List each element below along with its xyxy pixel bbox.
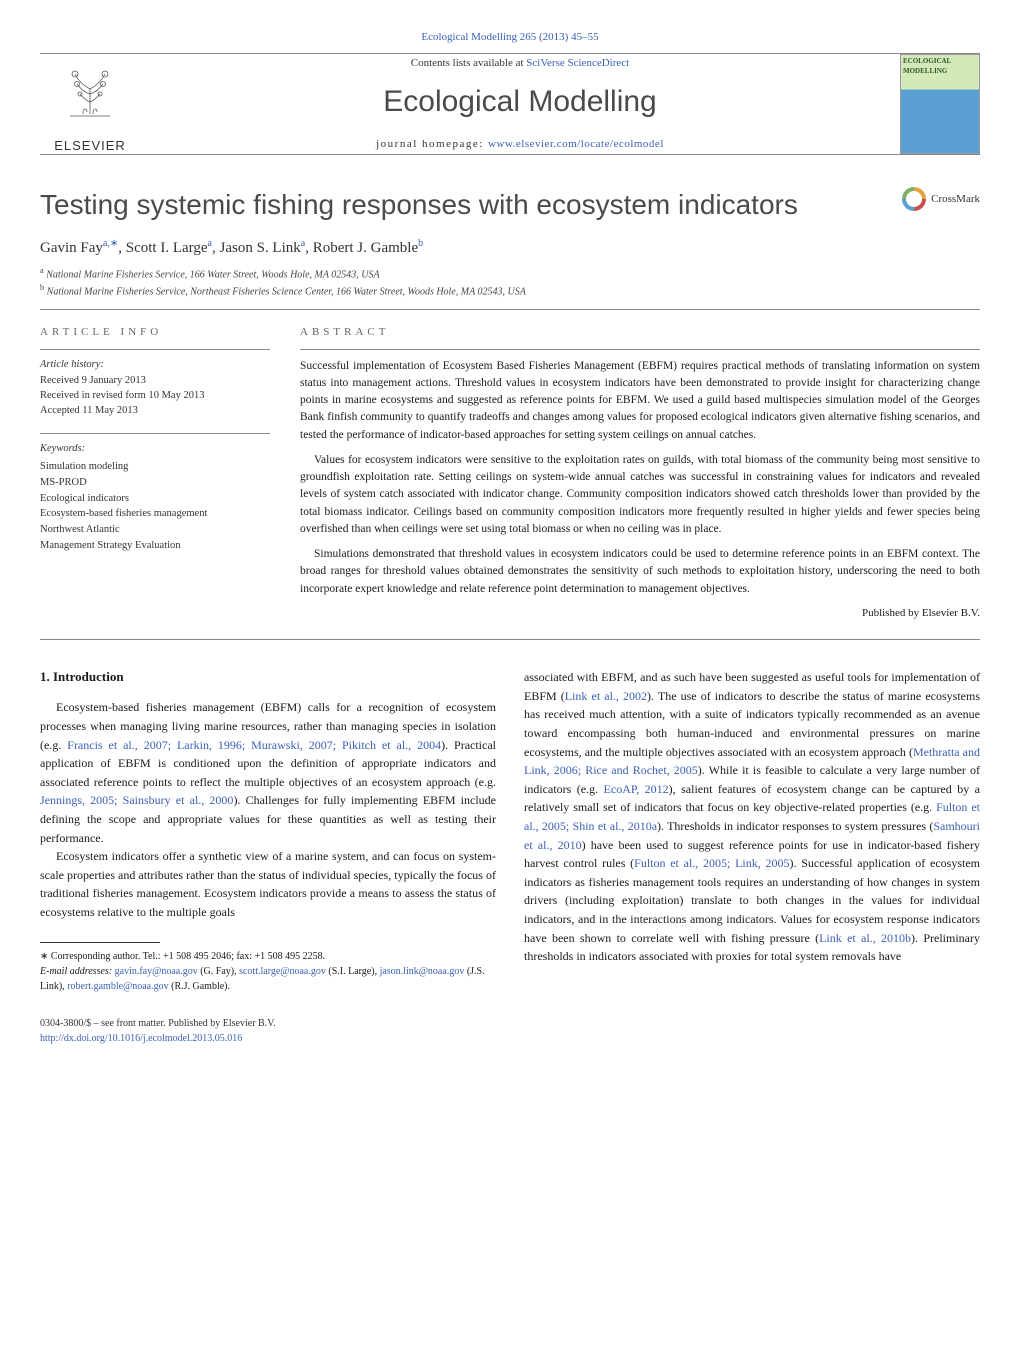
abstract-text: Successful implementation of Ecosystem B… (300, 358, 980, 598)
affiliation: a National Marine Fisheries Service, 166… (40, 265, 980, 282)
history-line: Received in revised form 10 May 2013 (40, 389, 270, 404)
footnote-divider (40, 942, 160, 943)
history-line: Received 9 January 2013 (40, 374, 270, 389)
history-title: Article history: (40, 358, 270, 373)
elsevier-label: ELSEVIER (54, 137, 126, 155)
header-box: ELSEVIER Contents lists available at Sci… (40, 53, 980, 155)
tree-icon (55, 54, 125, 137)
keyword: Ecosystem-based fisheries management (40, 506, 270, 522)
abstract-paragraph: Simulations demonstrated that threshold … (300, 546, 980, 598)
email-who: (R.J. Gamble) (171, 981, 227, 992)
body-paragraph: Ecosystem indicators offer a synthetic v… (40, 847, 496, 921)
email-who: (G. Fay) (200, 966, 234, 977)
history-line: Accepted 11 May 2013 (40, 404, 270, 419)
front-matter-line: 0304-3800/$ – see front matter. Publishe… (40, 1016, 980, 1031)
crossmark-icon (902, 187, 926, 211)
citation-link[interactable]: Link et al., 2002 (565, 689, 647, 703)
article-history: Article history: Received 9 January 2013… (40, 358, 270, 419)
keyword: Ecological indicators (40, 491, 270, 507)
article-info-label: ARTICLE INFO (40, 325, 270, 340)
body-paragraph: Ecosystem-based fisheries management (EB… (40, 698, 496, 847)
homepage-line: journal homepage: www.elsevier.com/locat… (140, 137, 900, 152)
abstract-label: ABSTRACT (300, 325, 980, 340)
journal-title: Ecological Modelling (140, 81, 900, 123)
email-link[interactable]: robert.gamble@noaa.gov (67, 981, 168, 992)
affil-text: National Marine Fisheries Service, 166 W… (46, 269, 379, 280)
email-link[interactable]: jason.link@noaa.gov (380, 966, 465, 977)
contents-prefix: Contents lists available at (411, 57, 526, 69)
email-link[interactable]: scott.large@noaa.gov (239, 966, 326, 977)
affil-sup: a (40, 266, 44, 275)
citation-link[interactable]: Link et al., 2010b (819, 931, 911, 945)
author-sup: a,∗ (103, 238, 118, 249)
journal-reference: Ecological Modelling 265 (2013) 45–55 (40, 30, 980, 45)
author-sup: a (208, 238, 212, 249)
author: Robert J. Gamble (313, 240, 418, 256)
abstract-paragraph: Successful implementation of Ecosystem B… (300, 358, 980, 444)
keywords-block: Keywords: Simulation modeling MS-PROD Ec… (40, 442, 270, 553)
author: Jason S. Link (220, 240, 301, 256)
sciencedirect-link[interactable]: SciVerse ScienceDirect (526, 57, 629, 69)
homepage-link[interactable]: www.elsevier.com/locate/ecolmodel (488, 138, 664, 150)
published-by: Published by Elsevier B.V. (300, 606, 980, 621)
intro-heading: 1. Introduction (40, 668, 496, 686)
journal-ref-link[interactable]: Ecological Modelling 265 (2013) 45–55 (421, 31, 598, 43)
text-run: ). Thresholds in indicator responses to … (657, 819, 933, 833)
footnotes: ∗ Corresponding author. Tel.: +1 508 495… (40, 949, 496, 994)
citation-link[interactable]: EcoAP, 2012 (604, 782, 669, 796)
article-title: Testing systemic fishing responses with … (40, 185, 980, 224)
keywords-title: Keywords: (40, 442, 270, 457)
keyword: Management Strategy Evaluation (40, 538, 270, 554)
crossmark-badge[interactable]: CrossMark (902, 187, 980, 211)
email-prefix: E-mail addresses: (40, 966, 115, 977)
crossmark-label: CrossMark (931, 192, 980, 207)
affiliations: a National Marine Fisheries Service, 166… (40, 265, 980, 300)
bottom-bar: 0304-3800/$ – see front matter. Publishe… (40, 1016, 980, 1046)
citation-link[interactable]: Jennings, 2005; Sainsbury et al., 2000 (40, 793, 233, 807)
cover-title: ECOLOGICAL MODELLING (903, 57, 977, 77)
author-sup: a (301, 238, 305, 249)
keyword: Northwest Atlantic (40, 522, 270, 538)
corresponding-author: ∗ Corresponding author. Tel.: +1 508 495… (40, 949, 496, 964)
keyword: MS-PROD (40, 475, 270, 491)
author: Gavin Fay (40, 240, 103, 256)
keyword: Simulation modeling (40, 459, 270, 475)
citation-link[interactable]: Francis et al., 2007; Larkin, 1996; Mura… (67, 738, 441, 752)
email-link[interactable]: gavin.fay@noaa.gov (115, 966, 198, 977)
author: Scott I. Large (126, 240, 208, 256)
affiliation: b National Marine Fisheries Service, Nor… (40, 282, 980, 299)
affil-text: National Marine Fisheries Service, North… (47, 286, 526, 297)
contents-line: Contents lists available at SciVerse Sci… (140, 56, 900, 71)
email-who: (S.I. Large) (328, 966, 374, 977)
keywords-list: Simulation modeling MS-PROD Ecological i… (40, 459, 270, 554)
body-paragraph: associated with EBFM, and as such have b… (524, 668, 980, 966)
citation-link[interactable]: Fulton et al., 2005; Link, 2005 (634, 856, 789, 870)
email-addresses: E-mail addresses: gavin.fay@noaa.gov (G.… (40, 964, 496, 994)
author-sup: b (418, 238, 423, 249)
elsevier-logo: ELSEVIER (40, 54, 140, 154)
abstract-paragraph: Values for ecosystem indicators were sen… (300, 452, 980, 538)
affil-sup: b (40, 283, 44, 292)
authors-line: Gavin Faya,∗, Scott I. Largea, Jason S. … (40, 237, 980, 259)
doi-link[interactable]: http://dx.doi.org/10.1016/j.ecolmodel.20… (40, 1033, 242, 1044)
body-text-col2: associated with EBFM, and as such have b… (524, 668, 980, 966)
journal-cover-thumbnail: ECOLOGICAL MODELLING (900, 54, 980, 154)
body-text-col1: Ecosystem-based fisheries management (EB… (40, 698, 496, 921)
homepage-prefix: journal homepage: (376, 138, 488, 150)
